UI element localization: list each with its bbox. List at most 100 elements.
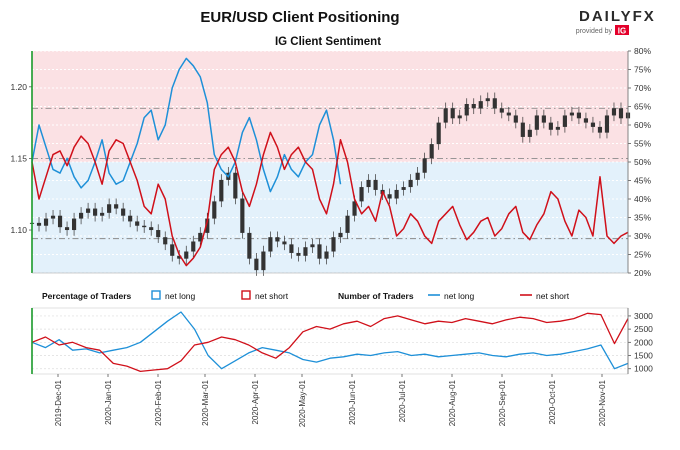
price-candle xyxy=(212,201,217,219)
count-tick-label: 1500 xyxy=(634,351,653,361)
price-candle xyxy=(331,237,336,252)
price-candle xyxy=(513,115,518,123)
price-candle xyxy=(93,208,98,216)
date-tick-label: 2020-Apr-01 xyxy=(251,379,260,424)
percent-tick-label: 25% xyxy=(634,250,651,260)
price-candle xyxy=(247,232,252,259)
number-legend: Number of Traders net long net short xyxy=(338,291,570,301)
price-candle xyxy=(128,215,133,222)
price-candle xyxy=(590,122,596,127)
price-candle xyxy=(184,251,189,259)
percent-tick-label: 45% xyxy=(634,176,651,186)
price-candle xyxy=(64,227,70,231)
legend-label-net-short: net short xyxy=(255,291,289,301)
price-candle xyxy=(534,115,539,130)
price-candle xyxy=(541,115,546,123)
price-candle xyxy=(387,194,392,199)
price-candle xyxy=(485,98,490,102)
top-axes: 20% 25% 30% 35% 40% 45% 50% 55% 60% 65% 70% 75% 80% 1… xyxy=(10,46,651,278)
net-short-count-series xyxy=(31,312,629,373)
percent-tick-label: 30% xyxy=(634,231,651,241)
price-candle xyxy=(57,215,63,228)
legend-label-net-long: net long xyxy=(165,291,196,301)
net-long-count-series xyxy=(31,311,629,370)
price-candle xyxy=(191,241,196,252)
price-candle xyxy=(100,212,105,216)
price-candle xyxy=(268,237,273,252)
price-candle xyxy=(275,237,280,242)
date-tick-label: 2020-Jul-01 xyxy=(398,379,407,422)
price-candle xyxy=(506,112,511,116)
price-candle xyxy=(597,126,603,133)
price-candle xyxy=(415,172,420,180)
percent-tick-label: 55% xyxy=(634,139,651,149)
price-candle xyxy=(611,108,617,116)
date-tick-label: 2020-Nov-01 xyxy=(598,379,607,426)
percent-tick-label: 70% xyxy=(634,83,651,93)
price-candle xyxy=(338,232,343,238)
price-tick-label: 1.15 xyxy=(10,153,27,163)
percent-tick-label: 20% xyxy=(634,268,651,278)
price-candle xyxy=(86,208,91,213)
price-candle xyxy=(366,179,371,188)
count-tick-label: 1000 xyxy=(634,364,653,374)
page-title: EUR/USD Client Positioning xyxy=(200,9,399,26)
price-candle xyxy=(583,118,589,123)
price-candle xyxy=(450,108,455,119)
price-candle xyxy=(114,204,119,209)
date-tick-label: 2019-Dec-01 xyxy=(54,379,63,426)
bottom-panel-frame xyxy=(31,307,629,375)
date-tick-label: 2020-Oct-01 xyxy=(548,379,557,424)
price-candle xyxy=(79,212,84,219)
price-candle xyxy=(359,187,364,202)
logo-dailyfx: DAILYFX xyxy=(579,8,656,25)
price-candle xyxy=(254,258,259,271)
price-candle xyxy=(303,247,308,256)
percent-tick-label: 50% xyxy=(634,157,651,167)
price-candle xyxy=(177,255,182,259)
price-candle xyxy=(576,112,581,119)
percentage-legend: Percentage of Traders net long net short xyxy=(42,290,289,301)
percent-tick-label: 40% xyxy=(634,194,651,204)
legend-swatch-net-short xyxy=(241,290,251,300)
percent-tick-label: 35% xyxy=(634,213,651,223)
price-candle xyxy=(289,244,294,253)
net-long-count-line xyxy=(31,311,629,370)
price-candle xyxy=(36,222,42,226)
price-candle xyxy=(408,179,413,188)
price-candle xyxy=(457,115,462,119)
price-candle xyxy=(170,244,175,256)
price-candle xyxy=(429,144,434,159)
price-candle xyxy=(352,201,357,216)
count-tick-label: 2000 xyxy=(634,337,653,347)
price-candle xyxy=(163,237,168,245)
date-tick-label: 2020-Feb-01 xyxy=(154,379,163,425)
price-candle xyxy=(520,122,525,137)
price-candle xyxy=(562,115,567,127)
net-short-percent-line xyxy=(31,131,629,267)
legend-swatch-net-long xyxy=(151,290,161,300)
percent-tick-label: 65% xyxy=(634,102,651,112)
price-candle xyxy=(618,108,624,119)
price-candle xyxy=(345,215,350,233)
price-candle xyxy=(233,172,238,199)
bottom-grid xyxy=(31,307,629,375)
date-tick-label: 2020-Jan-01 xyxy=(104,379,113,424)
price-candle xyxy=(198,232,203,242)
logo-provided-by: provided by xyxy=(576,28,613,35)
price-candle xyxy=(135,221,140,226)
date-tick-label: 2020-Sep-01 xyxy=(498,379,507,426)
price-candle xyxy=(324,251,329,259)
price-candle xyxy=(527,129,532,137)
legend-count-net-long: net long xyxy=(444,291,475,301)
price-candle xyxy=(401,187,406,190)
bottom-axes: 1000 1500 2000 2500 3000 2019-Dec-01 2020-Jan-… xyxy=(31,308,653,427)
legend-count-net-short: net short xyxy=(536,291,570,301)
price-candle xyxy=(121,208,126,216)
price-candle xyxy=(555,126,560,130)
price-tick-label: 1.20 xyxy=(10,82,27,92)
date-tick-label: 2020-May-01 xyxy=(298,379,307,427)
price-candle xyxy=(219,179,224,202)
count-tick-label: 2500 xyxy=(634,324,653,334)
